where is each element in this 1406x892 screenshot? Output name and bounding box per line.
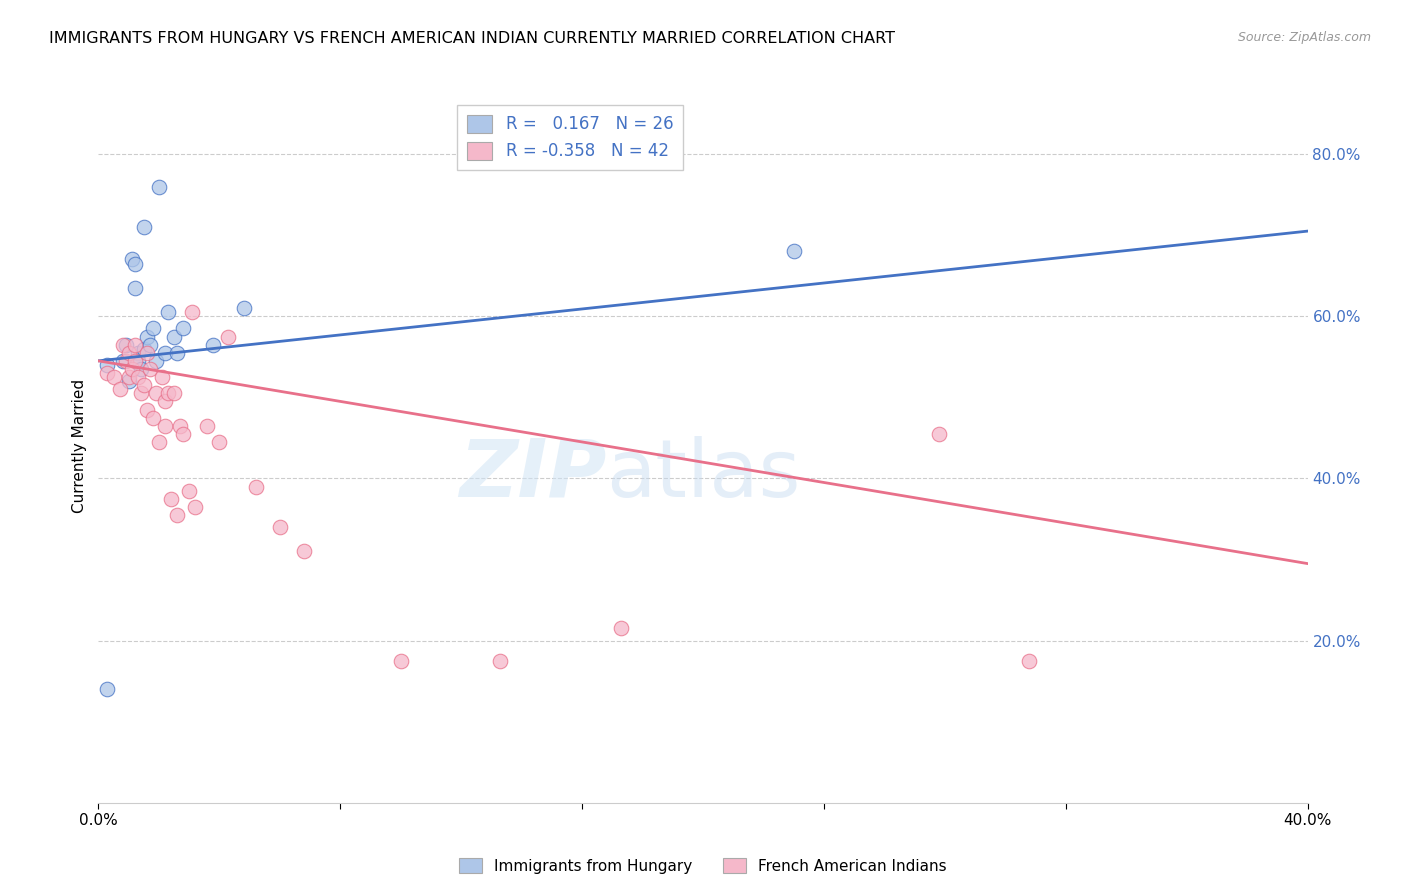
Point	[145, 386, 167, 401]
Point	[172, 426, 194, 441]
Point	[124, 354, 146, 368]
Point	[153, 418, 176, 433]
Text: atlas: atlas	[606, 435, 800, 514]
Point	[153, 394, 176, 409]
Point	[124, 256, 146, 270]
Point	[389, 654, 412, 668]
Point	[166, 345, 188, 359]
Point	[139, 362, 162, 376]
Y-axis label: Currently Married: Currently Married	[72, 379, 87, 513]
Point	[114, 354, 136, 368]
Point	[129, 362, 152, 376]
Point	[118, 374, 141, 388]
Point	[96, 682, 118, 697]
Point	[135, 345, 157, 359]
Point	[156, 305, 179, 319]
Text: IMMIGRANTS FROM HUNGARY VS FRENCH AMERICAN INDIAN CURRENTLY MARRIED CORRELATION : IMMIGRANTS FROM HUNGARY VS FRENCH AMERIC…	[49, 31, 896, 46]
Point	[179, 483, 201, 498]
Point	[163, 386, 186, 401]
Point	[1018, 654, 1040, 668]
Point	[114, 337, 136, 351]
Point	[148, 179, 170, 194]
Point	[103, 370, 125, 384]
Point	[232, 301, 254, 315]
Point	[108, 382, 131, 396]
Point	[163, 329, 186, 343]
Point	[245, 479, 267, 493]
Point	[169, 418, 191, 433]
Point	[142, 321, 165, 335]
Text: Source: ZipAtlas.com: Source: ZipAtlas.com	[1237, 31, 1371, 45]
Point	[195, 418, 218, 433]
Point	[132, 220, 155, 235]
Point	[142, 410, 165, 425]
Point	[121, 252, 143, 267]
Point	[127, 345, 149, 359]
Point	[129, 386, 152, 401]
Point	[202, 337, 225, 351]
Point	[928, 426, 950, 441]
Point	[135, 329, 157, 343]
Point	[111, 354, 134, 368]
Point	[124, 337, 146, 351]
Point	[610, 622, 633, 636]
Point	[783, 244, 806, 259]
Point	[156, 386, 179, 401]
Point	[111, 337, 134, 351]
Point	[292, 544, 315, 558]
Point	[160, 491, 183, 506]
Point	[217, 329, 239, 343]
Point	[96, 358, 118, 372]
Point	[121, 362, 143, 376]
Legend: R =   0.167   N = 26, R = -0.358   N = 42: R = 0.167 N = 26, R = -0.358 N = 42	[457, 104, 683, 170]
Point	[148, 434, 170, 449]
Point	[269, 520, 291, 534]
Point	[127, 370, 149, 384]
Point	[139, 337, 162, 351]
Point	[166, 508, 188, 522]
Point	[489, 654, 512, 668]
Point	[124, 281, 146, 295]
Point	[132, 342, 155, 356]
Point	[118, 370, 141, 384]
Point	[127, 354, 149, 368]
Point	[135, 402, 157, 417]
Point	[172, 321, 194, 335]
Point	[118, 345, 141, 359]
Point	[181, 305, 204, 319]
Point	[150, 370, 173, 384]
Point	[208, 434, 231, 449]
Point	[132, 378, 155, 392]
Point	[153, 345, 176, 359]
Point	[96, 366, 118, 380]
Legend: Immigrants from Hungary, French American Indians: Immigrants from Hungary, French American…	[453, 852, 953, 880]
Point	[145, 354, 167, 368]
Point	[184, 500, 207, 514]
Text: ZIP: ZIP	[458, 435, 606, 514]
